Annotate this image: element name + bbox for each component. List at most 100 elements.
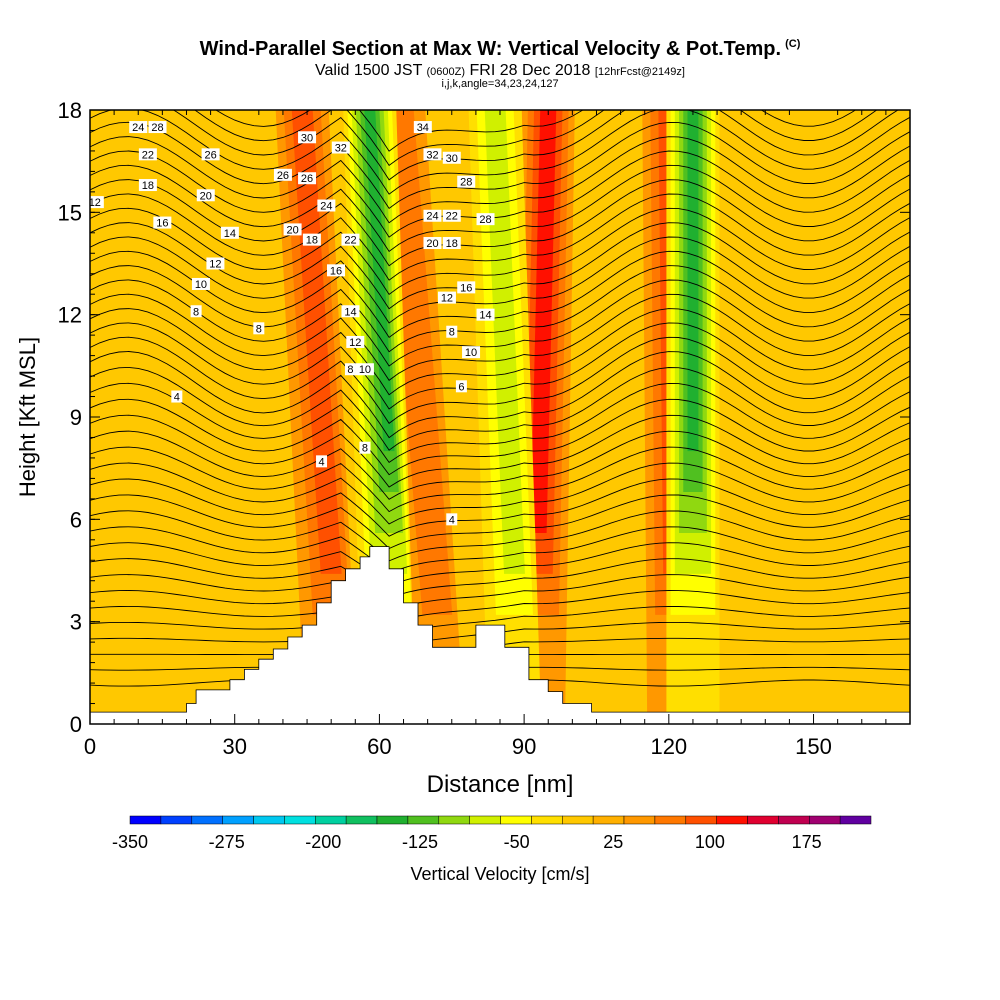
- theta-contour-line: [90, 193, 910, 281]
- colorbar-swatch: [531, 815, 563, 825]
- contour-label: 10: [355, 363, 374, 376]
- colorbar-swatch: [839, 815, 872, 825]
- contour-label-text: 20: [286, 224, 298, 236]
- contour-label-text: 28: [151, 122, 163, 134]
- contour-label-bg: [446, 325, 458, 338]
- contour-label: 16: [457, 281, 476, 294]
- theta-contour-line: [90, 478, 910, 537]
- contour-label-text: 32: [335, 143, 347, 155]
- y-tick-label: 3: [70, 610, 82, 635]
- contour-label-text: 4: [174, 392, 180, 404]
- contour-label: 8: [190, 305, 202, 318]
- colorbar-tick-label: -125: [402, 832, 438, 852]
- contour-label-bg: [201, 148, 220, 161]
- contour-label-bg: [341, 233, 360, 246]
- contour-label-text: 22: [446, 211, 458, 223]
- updraft-band-2-level-3: [530, 110, 557, 533]
- y-axis-title: Height [Kft MSL]: [15, 337, 40, 497]
- contour-label-bg: [196, 189, 215, 202]
- colorbar-label: Vertical Velocity [cm/s]: [410, 864, 589, 884]
- y-tick-label: 6: [70, 507, 82, 532]
- colorbar-swatch: [654, 815, 687, 825]
- contour-label-bg: [341, 305, 360, 318]
- colorbar-swatch: [809, 815, 841, 825]
- colorbar-swatch: [345, 815, 378, 825]
- theta-contour-line: [90, 590, 910, 623]
- contour-label-text: 6: [458, 381, 464, 393]
- contour-label: 18: [442, 237, 461, 250]
- contour-label-bg: [455, 380, 467, 393]
- contour-label-text: 34: [417, 122, 429, 134]
- theta-contour-line: [90, 207, 910, 296]
- contour-label-bg: [442, 151, 461, 164]
- theta-contour-line: [90, 322, 910, 410]
- theta-contour-line: [172, 110, 899, 181]
- contour-label: 22: [138, 148, 157, 161]
- contour-label: 20: [423, 237, 442, 250]
- contour-label-bg: [253, 322, 265, 335]
- contour-label: 12: [346, 335, 365, 349]
- contour-label-bg: [138, 148, 157, 161]
- contour-label-bg: [148, 121, 167, 134]
- chart-subtitle: Valid 1500 JST (0600Z) FRI 28 Dec 2018 […: [315, 62, 685, 79]
- contour-label-bg: [283, 223, 302, 236]
- contour-label-text: 8: [193, 306, 199, 318]
- contour-label-text: 26: [301, 173, 313, 185]
- colorbar-swatch: [222, 815, 254, 825]
- y-tick-label: 12: [58, 303, 82, 328]
- contour-label-text: 32: [426, 149, 438, 161]
- updraft-band-0-level-2: [291, 110, 342, 574]
- contour-label: 18: [138, 179, 157, 192]
- colorbar-swatch: [716, 815, 748, 825]
- contour-label: 26: [273, 168, 292, 182]
- theta-contour-line: [90, 366, 910, 451]
- contour-label: 26: [298, 172, 317, 185]
- contour-label-text: 8: [256, 323, 262, 335]
- contour-label: 32: [423, 148, 442, 161]
- contour-label: 16: [153, 216, 172, 230]
- contour-label: 14: [220, 226, 239, 240]
- colorbar-swatch: [129, 815, 162, 825]
- contour-label-text: 10: [359, 364, 371, 376]
- contour-label-bg: [316, 455, 328, 468]
- theta-contour-line: [90, 265, 910, 353]
- contour-label: 12: [437, 291, 456, 305]
- contour-label-text: 26: [204, 149, 216, 161]
- updraft-band-1-level-1: [383, 110, 453, 615]
- contour-label-bg: [442, 237, 461, 250]
- contour-label-bg: [446, 513, 458, 526]
- chart-title: Wind-Parallel Section at Max W: Vertical…: [199, 38, 801, 60]
- contour-label: 14: [341, 305, 360, 318]
- theta-contour-line: [90, 526, 910, 574]
- colorbar-tick-label: -200: [305, 832, 341, 852]
- theta-contour-line: [90, 279, 910, 367]
- colorbar-swatch: [500, 815, 532, 825]
- contour-label: 30: [442, 151, 461, 165]
- x-tick-label: 30: [222, 734, 246, 759]
- theta-contour-line: [90, 542, 910, 587]
- colorbar-tick-label: 175: [792, 832, 822, 852]
- copyright-mark: (C): [785, 38, 801, 51]
- contour-label: 18: [302, 233, 321, 247]
- contour-label-bg: [190, 305, 202, 318]
- contour-label-bg: [206, 257, 225, 270]
- contour-label-text: 18: [142, 180, 154, 192]
- theta-contour-line: [90, 164, 910, 253]
- contour-label-bg: [171, 390, 183, 403]
- x-tick-label: 90: [512, 734, 536, 759]
- contour-label-bg: [129, 121, 148, 134]
- contour-label-bg: [220, 226, 239, 239]
- velocity-field: [275, 110, 720, 714]
- theta-contour-line: [194, 110, 878, 167]
- y-tick-label: 9: [70, 405, 82, 430]
- contour-label-text: 14: [344, 306, 356, 318]
- theta-contour-line: [90, 398, 910, 476]
- theta-contour-line: [90, 236, 910, 324]
- contour-label-text: 30: [301, 132, 313, 144]
- colorbar-swatch: [562, 815, 594, 825]
- contour-label-text: 18: [446, 238, 458, 250]
- contour-label-bg: [359, 441, 371, 454]
- contour-label: 12: [85, 196, 104, 209]
- contour-label: 20: [196, 189, 215, 202]
